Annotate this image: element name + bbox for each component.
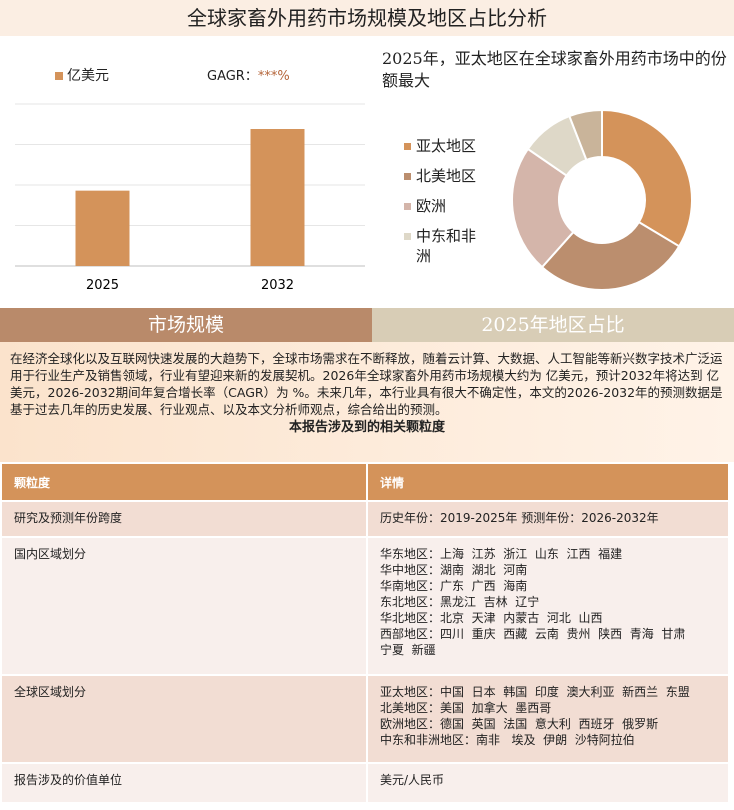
bar-2025 [75,190,130,266]
row-label: 研究及预测年份跨度 [0,500,368,538]
pie-legend-item: 欧洲 [404,196,484,216]
detail-line: 历史年份：2019-2025年 预测年份：2026-2032年 [380,511,659,525]
donut-chart [511,108,693,291]
pie-legend-item: 亚太地区 [404,136,484,156]
table-row: 研究及预测年份跨度 历史年份：2019-2025年 预测年份：2026-2032年 [0,500,730,538]
section-market-size: 市场规模 [0,308,372,342]
row-label: 报告涉及的价值单位 [0,762,368,804]
legend-label: 中东和非洲 [416,227,477,265]
bar-chart: 2025 2032 [15,103,365,293]
detail-line: 美元/人民币 [380,773,445,787]
x-tick-label: 2032 [261,278,294,293]
table-row: 全球区域划分 亚太地区：中国 日本 韩国 印度 澳大利亚 新西兰 东盟 北美地区：美… [0,674,730,764]
legend-swatch [404,173,411,180]
table-row: 报告涉及的价值单位 美元/人民币 [0,762,730,804]
detail-line: 亚太地区：中国 日本 韩国 印度 澳大利亚 新西兰 东盟 [380,685,690,699]
detail-line: 西部地区：四川 重庆 西藏 云南 贵州 陕西 青海 甘肃 [380,627,686,641]
header-granularity: 颗粒度 [0,462,368,502]
header-details: 详情 [366,462,730,502]
market-size-chart: 2025 2032 亿美元 GAGR：***% [0,38,372,300]
legend-label: 北美地区 [416,167,477,185]
gagr-value: ***% [257,69,290,84]
detail-line: 中东和非洲地区：南非 埃及 伊朗 沙特阿拉伯 [380,733,635,747]
page-title: 全球家畜外用药市场规模及地区占比分析 [0,0,734,36]
table-title: 本报告涉及到的相关颗粒度 [288,420,445,435]
detail-line: 华南地区：广东 广西 海南 [380,579,528,593]
pie-slice [601,108,693,248]
pie-slice [540,220,681,291]
legend-label: 亚太地区 [416,137,477,155]
row-details: 美元/人民币 [366,762,730,804]
row-details: 历史年份：2019-2025年 预测年份：2026-2032年 [366,500,730,538]
row-details: 华东地区：上海 江苏 浙江 山东 江西 福建 华中地区：湖南 湖北 河南 华南地区：… [366,536,730,676]
legend-swatch [404,203,411,210]
legend-swatch [55,72,63,80]
description-text: 在经济全球化以及互联网快速发展的大趋势下，全球市场需求在不断释放，随着云计算、大… [10,351,723,417]
table-row: 国内区域划分 华东地区：上海 江苏 浙江 山东 江西 福建 华中地区：湖南 湖北 河… [0,536,730,676]
pie-slice [511,147,575,269]
pie-legend: 亚太地区北美地区欧洲中东和非洲 [404,136,484,276]
legend-label: 亿美元 [67,68,109,84]
pie-legend-item: 北美地区 [404,166,484,186]
detail-line: 宁夏 新疆 [380,643,436,657]
bar-legend: 亿美元 [55,65,109,85]
gagr-text: GAGR： [207,69,258,84]
pie-slice [568,108,603,162]
row-label: 全球区域划分 [0,674,368,764]
description: 在经济全球化以及互联网快速发展的大趋势下，全球市场需求在不断释放，随着云计算、大… [0,342,734,462]
detail-line: 华北地区：北京 天津 内蒙古 河北 山西 [380,611,603,625]
pie-title: 2025年，亚太地区在全球家畜外用药市场中的份额最大 [382,49,727,90]
x-tick-label: 2025 [86,278,119,293]
pie-legend-item: 中东和非洲 [404,226,484,266]
gagr-label: GAGR：***% [207,65,290,84]
bar-2032 [250,129,305,266]
detail-line: 北美地区：美国 加拿大 墨西哥 [380,701,552,715]
region-share-chart: 2025年，亚太地区在全球家畜外用药市场中的份额最大 亚太地区北美地区欧洲中东和… [372,38,734,300]
detail-line: 东北地区：黑龙江 吉林 辽宁 [380,595,540,609]
legend-swatch [404,233,411,240]
detail-line: 欧洲地区：德国 英国 法国 意大利 西班牙 俄罗斯 [380,717,659,731]
granularity-table: 颗粒度 详情 研究及预测年份跨度 历史年份：2019-2025年 预测年份：202… [0,462,730,804]
legend-label: 欧洲 [416,197,447,215]
detail-line: 华中地区：湖南 湖北 河南 [380,563,528,577]
section-region-share: 2025年地区占比 [372,308,734,342]
row-details: 亚太地区：中国 日本 韩国 印度 澳大利亚 新西兰 东盟 北美地区：美国 加拿大 … [366,674,730,764]
row-label: 国内区域划分 [0,536,368,676]
detail-line: 华东地区：上海 江苏 浙江 山东 江西 福建 [380,547,623,561]
legend-swatch [404,143,411,150]
